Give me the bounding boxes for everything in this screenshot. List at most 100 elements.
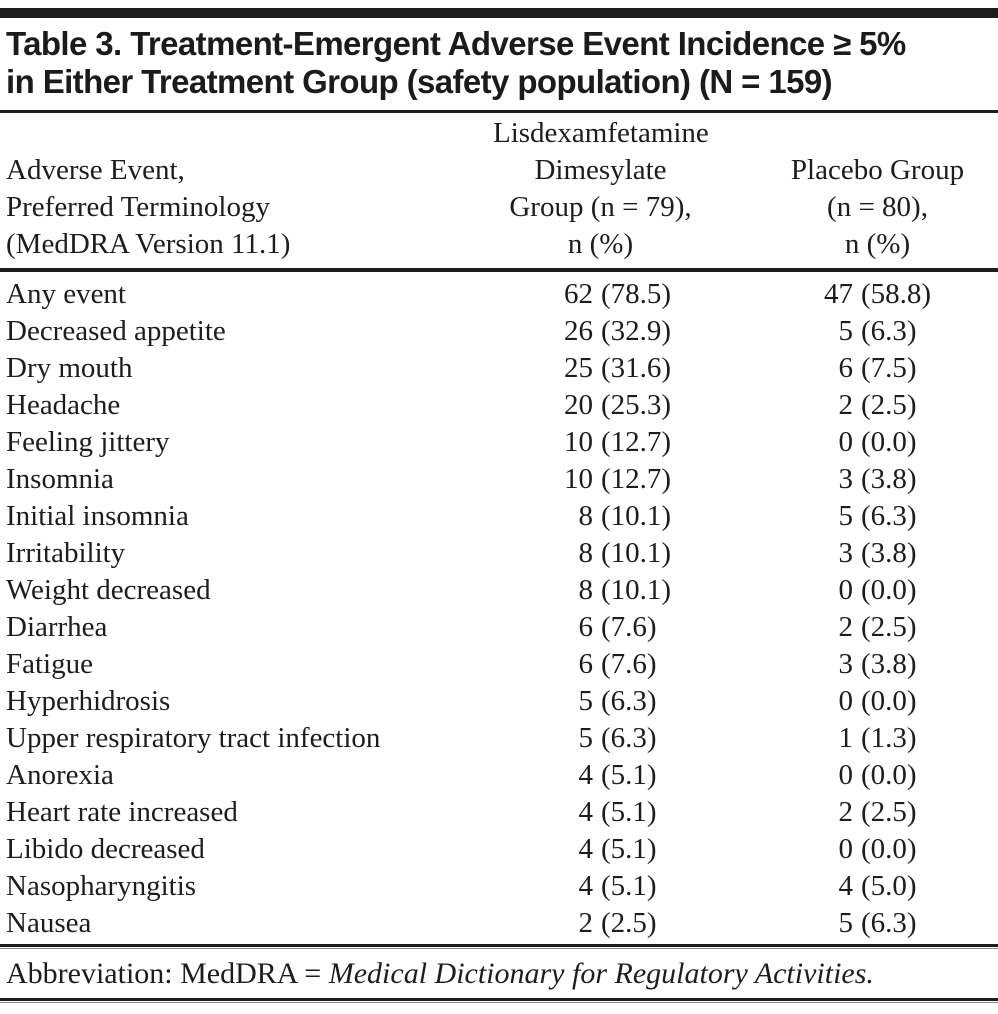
ldx-count: 8 (578, 500, 594, 532)
placebo-count: 4 (838, 870, 854, 902)
column-header-line: Lisdexamfetamine (493, 117, 709, 149)
footnote-top-rule (0, 944, 998, 949)
placebo-count: 2 (838, 796, 854, 828)
column-spacer (708, 276, 763, 313)
column-spacer (708, 868, 763, 905)
ldx-percent: (12.7) (601, 426, 672, 458)
column-spacer (708, 609, 763, 646)
ldx-count: 10 (564, 463, 593, 495)
column-header-adverse-event: Adverse Event, Preferred Terminology (Me… (6, 152, 493, 263)
ldx-percent: (32.9) (601, 315, 672, 347)
ldx-percent: (2.5) (601, 907, 657, 939)
ldx-percent: (7.6) (601, 648, 657, 680)
ldx-percent: (5.1) (601, 796, 657, 828)
placebo-count: 5 (838, 907, 854, 939)
footnote-prefix: Abbreviation: MedDRA = (6, 957, 329, 990)
column-spacer (708, 572, 763, 609)
adverse-event-name: Weight decreased (6, 574, 211, 606)
table-row: Libido decreased 4 (5.1) 0 (0.0) (6, 831, 992, 868)
adverse-event-name: Libido decreased (6, 833, 205, 865)
adverse-event-name: Irritability (6, 537, 126, 569)
column-header-line: Group (n = 79), (509, 191, 692, 223)
ldx-percent: (10.1) (601, 537, 672, 569)
table-row: Headache 20 (25.3) 2 (2.5) (6, 387, 992, 424)
footnote-abbreviation-expansion: Medical Dictionary for Regulatory Activi… (328, 957, 874, 990)
table-row: Dry mouth 25 (31.6) 6 (7.5) (6, 350, 992, 387)
adverse-event-name: Nausea (6, 907, 92, 939)
placebo-percent: (1.3) (861, 722, 917, 754)
ldx-percent: (5.1) (601, 833, 657, 865)
placebo-count: 47 (824, 278, 853, 310)
ldx-count: 5 (578, 685, 594, 717)
column-spacer (708, 757, 763, 794)
placebo-count: 3 (838, 463, 854, 495)
table-title-line2: in Either Treatment Group (safety popula… (6, 63, 833, 100)
ldx-percent: (10.1) (601, 500, 672, 532)
table-row: Diarrhea 6 (7.6) 2 (2.5) (6, 609, 992, 646)
placebo-count: 5 (838, 315, 854, 347)
column-spacer (708, 350, 763, 387)
column-header-placebo: Placebo Group (n = 80), n (%) (763, 152, 992, 263)
ldx-count: 4 (578, 833, 594, 865)
placebo-percent: (3.8) (861, 537, 917, 569)
column-spacer (708, 498, 763, 535)
adverse-event-name: Anorexia (6, 759, 114, 791)
column-header-line: n (%) (567, 228, 634, 260)
ldx-percent: (31.6) (601, 352, 672, 384)
column-header-line: (n = 80), (827, 191, 928, 223)
adverse-event-name: Dry mouth (6, 352, 133, 384)
footnote: Abbreviation: MedDRA = Medical Dictionar… (0, 949, 998, 998)
ldx-percent: (25.3) (601, 389, 672, 421)
ldx-count: 8 (578, 537, 594, 569)
ldx-percent: (7.6) (601, 611, 657, 643)
ldx-count: 10 (564, 426, 593, 458)
column-spacer (708, 646, 763, 683)
table-row: Nausea 2 (2.5) 5 (6.3) (6, 905, 992, 942)
bottom-rule (0, 998, 998, 1003)
table-row: Weight decreased 8 (10.1) 0 (0.0) (6, 572, 992, 609)
table-row: Heart rate increased 4 (5.1) 2 (2.5) (6, 794, 992, 831)
placebo-count: 2 (838, 389, 854, 421)
ldx-percent: (6.3) (601, 685, 657, 717)
ldx-count: 8 (578, 574, 594, 606)
column-spacer (708, 535, 763, 572)
ldx-count: 4 (578, 759, 594, 791)
table-row: Fatigue 6 (7.6) 3 (3.8) (6, 646, 992, 683)
adverse-event-name: Diarrhea (6, 611, 108, 643)
adverse-event-name: Decreased appetite (6, 315, 226, 347)
ldx-percent: (12.7) (601, 463, 672, 495)
placebo-percent: (58.8) (861, 278, 932, 310)
table-body: Any event 6 2 (78.5) 47 (58.8) Decreased … (0, 272, 998, 944)
placebo-percent: (0.0) (861, 759, 917, 791)
ldx-count: 4 (578, 796, 594, 828)
column-spacer (708, 720, 763, 757)
placebo-count: 6 (838, 352, 854, 384)
ldx-count: 6 (578, 611, 594, 643)
table-title-line1: Table 3. Treatment-Emergent Adverse Even… (6, 25, 906, 62)
placebo-percent: (6.3) (861, 500, 917, 532)
adverse-event-name: Any event (6, 278, 126, 310)
column-header-line: Adverse Event, (6, 154, 185, 186)
placebo-count: 2 (838, 611, 854, 643)
column-spacer (708, 461, 763, 498)
placebo-count: 0 (838, 426, 854, 458)
placebo-percent: (2.5) (861, 611, 917, 643)
placebo-count: 5 (838, 500, 854, 532)
column-spacer (708, 424, 763, 461)
ldx-percent: (10.1) (601, 574, 672, 606)
placebo-percent: (2.5) (861, 796, 917, 828)
adverse-event-name: Headache (6, 389, 121, 421)
ldx-count: 6 (578, 648, 594, 680)
column-header-line: Preferred Terminology (6, 191, 270, 223)
column-spacer (708, 831, 763, 868)
column-spacer (708, 387, 763, 424)
adverse-event-name: Hyperhidrosis (6, 685, 171, 717)
placebo-count: 0 (838, 833, 854, 865)
ldx-percent: (78.5) (601, 278, 672, 310)
placebo-count: 0 (838, 574, 854, 606)
adverse-event-name: Fatigue (6, 648, 93, 680)
placebo-percent: (0.0) (861, 833, 917, 865)
table-row: Feeling jittery 10 (12.7) 0 (0.0) (6, 424, 992, 461)
column-header-line: Dimesylate (534, 154, 667, 186)
